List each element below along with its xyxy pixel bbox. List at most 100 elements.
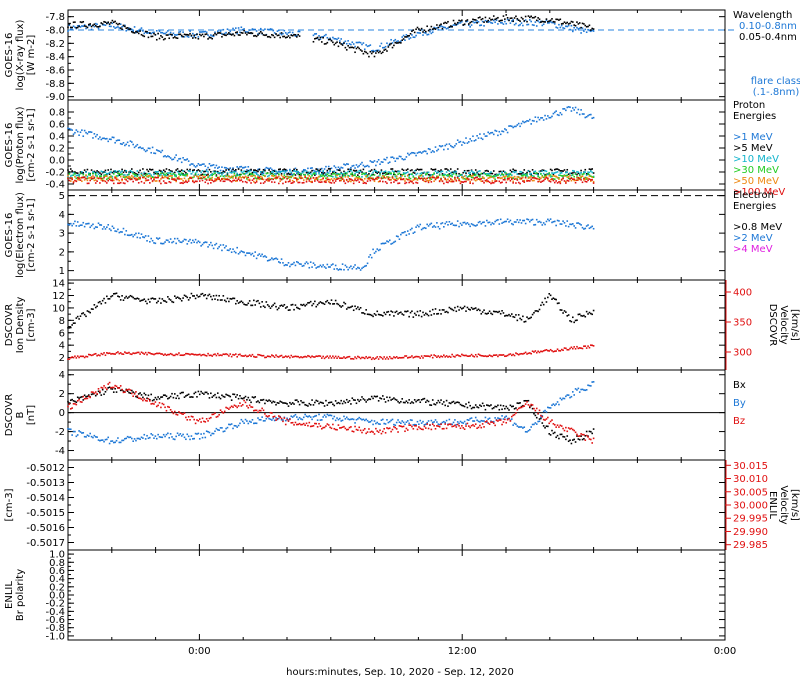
data-point [204,173,207,176]
data-point [290,304,293,306]
data-point [201,169,204,172]
data-point [544,175,546,177]
data-point [305,303,308,306]
data-point [549,180,552,183]
data-point [110,387,112,390]
data-point [433,354,435,356]
data-point [499,354,502,356]
data-point [443,226,445,228]
series-0-05-0-4nm [67,14,595,58]
data-point [513,125,516,128]
data-point [286,169,288,172]
data-point [510,405,513,408]
data-point [590,170,592,172]
data-point [178,172,180,175]
data-point [515,171,517,173]
data-point [408,177,410,179]
data-point [354,51,356,54]
data-point [111,352,114,355]
data-point [67,127,69,130]
data-point [71,398,73,401]
y-tick-label: 4 [59,210,65,221]
data-point [352,47,355,49]
data-point [162,433,165,436]
data-point [515,169,517,172]
data-point [294,174,297,176]
data-point [135,174,137,176]
data-point [422,177,424,180]
data-point [418,32,420,34]
data-point [412,152,415,154]
data-point [106,173,108,175]
data-point [571,21,574,23]
data-point [165,172,168,175]
data-point [547,425,549,428]
data-point [558,220,560,222]
data-point [466,179,469,181]
data-point [517,173,520,175]
data-point [456,220,459,222]
data-point [437,312,440,315]
data-point [574,24,577,27]
data-point [397,235,399,238]
data-point [133,175,136,178]
data-point [474,21,477,24]
data-point [93,176,96,179]
data-point [508,19,510,22]
data-point [314,180,316,182]
data-point [365,173,367,175]
data-point [505,22,508,25]
data-point [567,106,570,108]
data-point [336,402,338,405]
data-point [122,299,125,302]
data-point [510,222,513,225]
data-point [122,439,125,442]
data-point [591,29,594,32]
data-point [505,172,508,175]
data-point [203,176,205,179]
data-point [247,169,250,172]
data-point [287,172,290,174]
data-point [534,177,537,179]
data-point [118,296,121,298]
data-point [222,244,225,246]
data-point [97,439,100,441]
data-point [523,399,526,402]
data-point [204,241,207,243]
data-point [508,409,510,411]
data-point [390,178,392,181]
data-point [509,173,512,176]
data-point [312,262,315,264]
data-point [81,396,83,398]
data-point [115,351,118,354]
data-point [380,52,383,55]
data-point [144,150,147,153]
data-point [462,221,465,224]
data-point [542,172,545,175]
data-point [200,164,202,166]
data-point [160,172,162,174]
data-point [211,179,214,182]
data-point [103,176,105,179]
data-point [112,182,115,185]
data-point [438,356,441,359]
data-point [445,221,448,223]
data-point [117,182,119,185]
y-axis-label: B [15,411,26,418]
data-point [362,398,365,400]
data-point [440,179,442,181]
data-point [430,25,433,28]
data-point [404,180,406,182]
data-point [506,354,509,357]
data-point [212,353,215,356]
y-tick-label: 0.2 [49,144,65,155]
data-point [266,175,269,178]
data-point [467,175,470,177]
data-point [182,182,184,185]
data-point [430,314,433,316]
data-point [372,315,374,318]
data-point [277,168,280,171]
data-point [82,135,85,138]
data-point [513,221,516,223]
data-point [318,35,320,37]
